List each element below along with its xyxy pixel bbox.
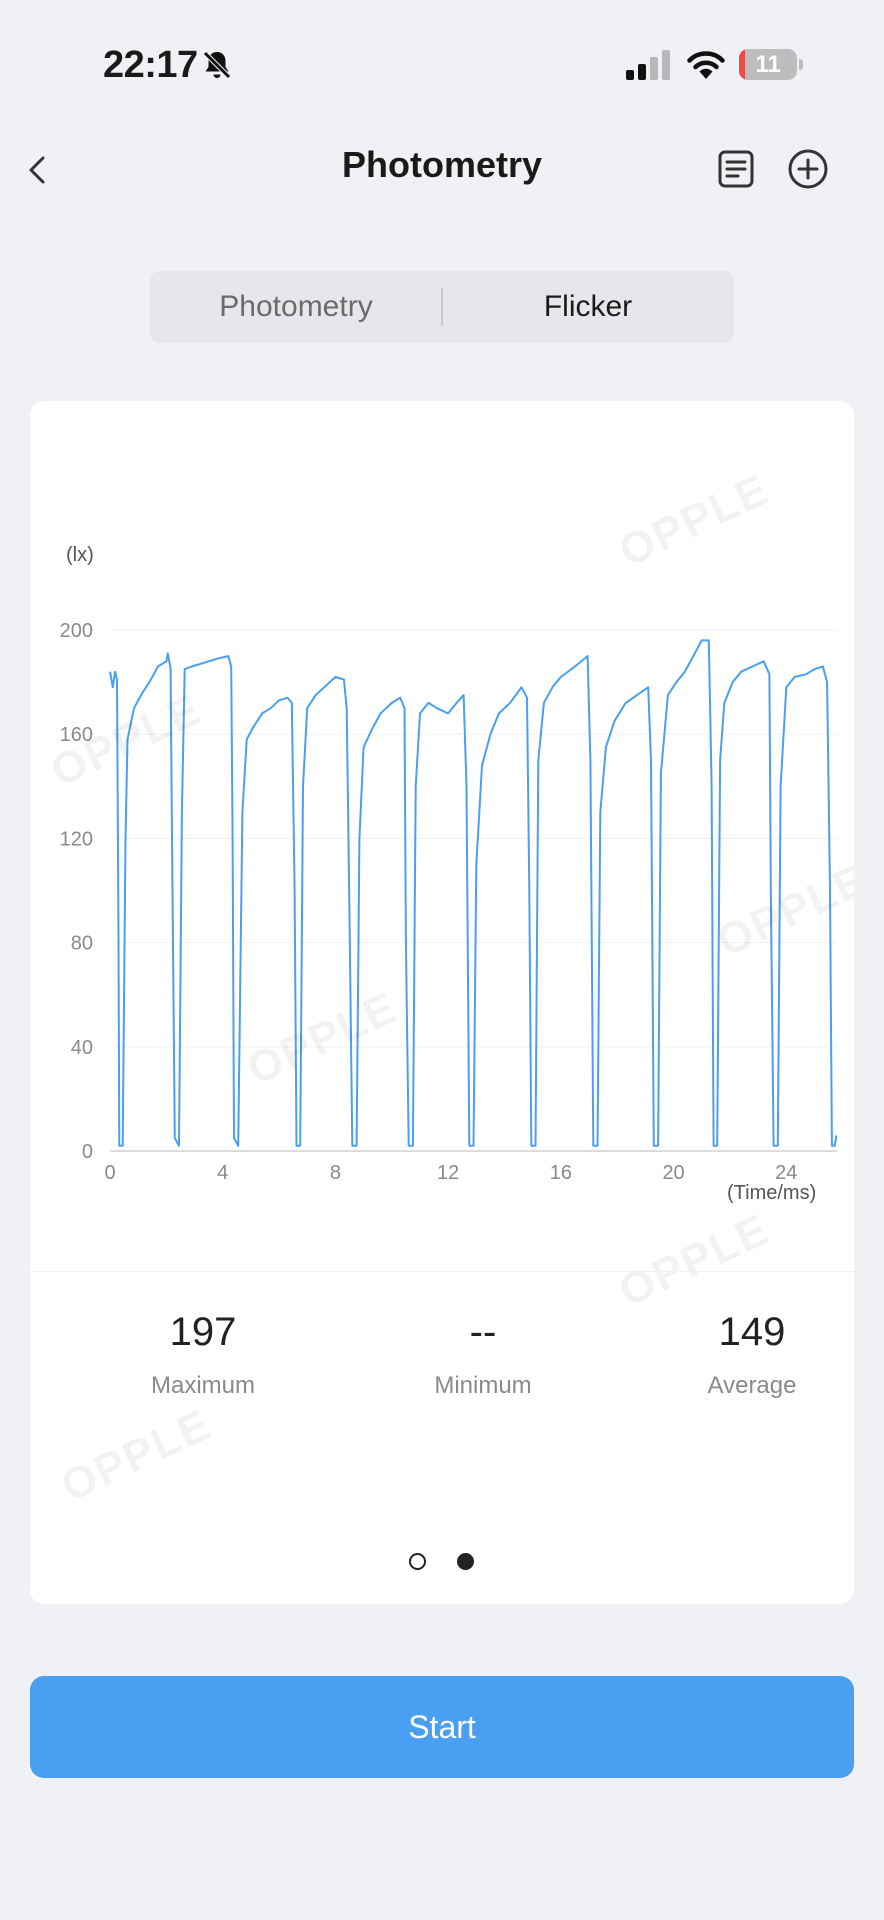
status-time: 22:17 — [103, 44, 198, 86]
stat-maximum: 197 Maximum — [73, 1306, 333, 1400]
stat-minimum-label: Minimum — [434, 1372, 532, 1399]
page-indicator-dot[interactable] — [409, 1553, 426, 1570]
x-axis-title: (Time/ms) — [727, 1182, 817, 1204]
y-tick-label: 0 — [82, 1141, 93, 1163]
stat-average-value: 149 — [718, 1310, 786, 1354]
flicker-card: 0 40 80 120 160 200 0 4 8 12 16 20 24 (lx) (Time/ms)… — [30, 401, 854, 1604]
stat-average: 149 Average — [622, 1306, 854, 1400]
stat-minimum-value: -- — [469, 1310, 497, 1354]
x-tick-label: 8 — [330, 1162, 341, 1184]
signal-icon — [626, 50, 670, 80]
stat-maximum-value: 197 — [169, 1310, 237, 1354]
document-list-icon[interactable] — [716, 148, 758, 190]
y-tick-label: 160 — [60, 724, 93, 746]
stat-minimum: -- Minimum — [353, 1306, 613, 1400]
y-tick-label: 40 — [71, 1037, 93, 1059]
y-tick-label: 80 — [71, 933, 93, 955]
y-tick-label: 120 — [60, 828, 93, 850]
tab-photometry[interactable]: Photometry — [219, 290, 373, 323]
stats-divider — [30, 1271, 854, 1272]
plus-circle-icon[interactable] — [786, 147, 830, 191]
x-tick-label: 4 — [217, 1162, 228, 1184]
stat-maximum-label: Maximum — [150, 1372, 255, 1399]
x-tick-label: 12 — [437, 1162, 459, 1184]
mode-segmented-control: Photometry Flicker — [150, 271, 734, 343]
bell-slash-icon — [203, 51, 231, 79]
tab-divider — [441, 288, 443, 326]
page-indicator-dot-active[interactable] — [457, 1553, 474, 1570]
battery-icon: 11 — [739, 49, 803, 80]
stat-average-label: Average — [707, 1372, 797, 1399]
y-tick-label: 200 — [60, 620, 93, 642]
flicker-chart: 0 40 80 120 160 200 0 4 8 12 16 20 24 — [60, 620, 838, 1184]
x-tick-label: 20 — [662, 1162, 684, 1184]
chevron-left-icon[interactable] — [20, 148, 60, 192]
data-series-line — [109, 639, 838, 1147]
watermark: OPPLE — [53, 1399, 219, 1512]
page-title: Photometry — [341, 144, 543, 185]
x-tick-label: 16 — [550, 1162, 572, 1184]
y-axis-unit-label: (lx) — [66, 544, 94, 566]
wifi-icon — [687, 51, 725, 79]
status-bar: 22:17 11 — [0, 0, 884, 120]
x-tick-label: 0 — [104, 1162, 115, 1184]
battery-level: 11 — [755, 51, 781, 78]
tab-flicker[interactable]: Flicker — [543, 290, 633, 323]
x-tick-label: 24 — [775, 1162, 797, 1184]
start-button[interactable]: Start — [30, 1676, 854, 1778]
